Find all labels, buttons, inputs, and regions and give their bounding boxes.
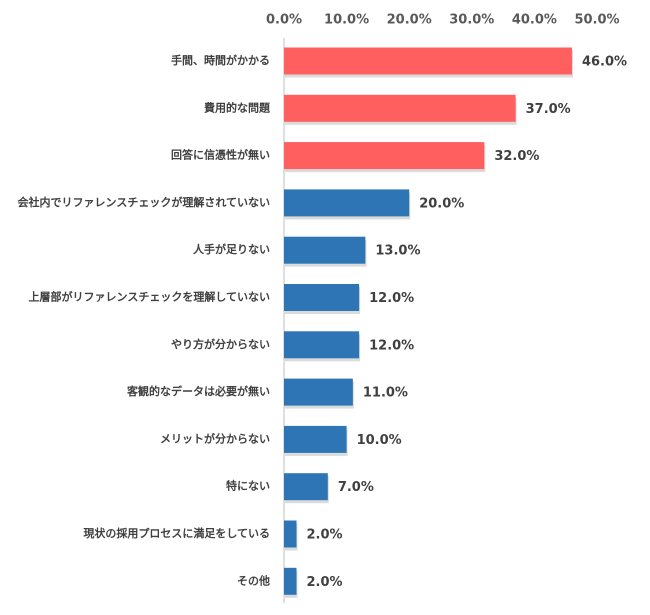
data-label: 32.0%: [494, 149, 539, 164]
x-tick-label: 40.0%: [512, 13, 557, 28]
x-tick-label: 20.0%: [387, 13, 432, 28]
bar: [284, 189, 410, 217]
bar: [284, 284, 360, 311]
x-axis-ticks: 0.0% 10.0% 20.0% 30.0% 40.0% 50.0%: [266, 13, 620, 28]
bar: [284, 236, 366, 264]
x-tick-label: 10.0%: [324, 13, 369, 28]
category-labels: 手間、時間がかかる費用的な問題回答に信憑性が無い会社内でリファレンスチェックが理…: [18, 53, 271, 587]
category-label: 会社内でリファレンスチェックが理解されていない: [18, 195, 270, 209]
bar: [284, 47, 572, 75]
bar: [284, 142, 485, 170]
category-label: 回答に信憑性が無い: [171, 148, 270, 162]
category-label: 特にない: [226, 479, 270, 493]
bar: [284, 520, 297, 548]
category-label: メリットが分からない: [160, 431, 270, 445]
category-label: その他: [237, 573, 270, 587]
bar: [284, 567, 297, 595]
data-label: 37.0%: [526, 102, 571, 117]
bar: [284, 94, 516, 122]
category-label: 費用的な問題: [203, 100, 271, 114]
data-label: 2.0%: [307, 575, 343, 590]
data-label: 12.0%: [369, 338, 414, 353]
bar: [284, 473, 328, 501]
data-labels: 46.0% 37.0% 32.0% 20.0% 13.0% 12.0% 12.0% 11.0%…: [307, 55, 628, 590]
data-label: 12.0%: [369, 291, 414, 306]
bars: [284, 47, 573, 598]
x-tick-label: 50.0%: [574, 13, 619, 28]
x-tick-label: 0.0%: [266, 13, 302, 28]
category-label: 客観的なデータは必要が無い: [126, 384, 270, 398]
data-label: 11.0%: [363, 386, 408, 401]
data-label: 7.0%: [338, 480, 374, 495]
data-label: 10.0%: [357, 433, 402, 448]
category-label: 手間、時間がかかる: [171, 53, 270, 67]
bar: [284, 425, 347, 453]
category-label: やり方が分からない: [171, 337, 270, 351]
data-label: 46.0%: [582, 55, 627, 70]
category-label: 現状の採用プロセスに満足をしている: [83, 526, 270, 540]
data-label: 20.0%: [419, 196, 464, 211]
category-label: 人手が足りない: [193, 242, 270, 256]
data-label: 2.0%: [307, 528, 343, 543]
data-label: 13.0%: [375, 244, 420, 259]
x-tick-label: 30.0%: [449, 13, 494, 28]
category-label: 上層部がリファレンスチェックを理解していない: [29, 290, 270, 304]
bar: [284, 331, 360, 359]
bar: [284, 378, 353, 406]
